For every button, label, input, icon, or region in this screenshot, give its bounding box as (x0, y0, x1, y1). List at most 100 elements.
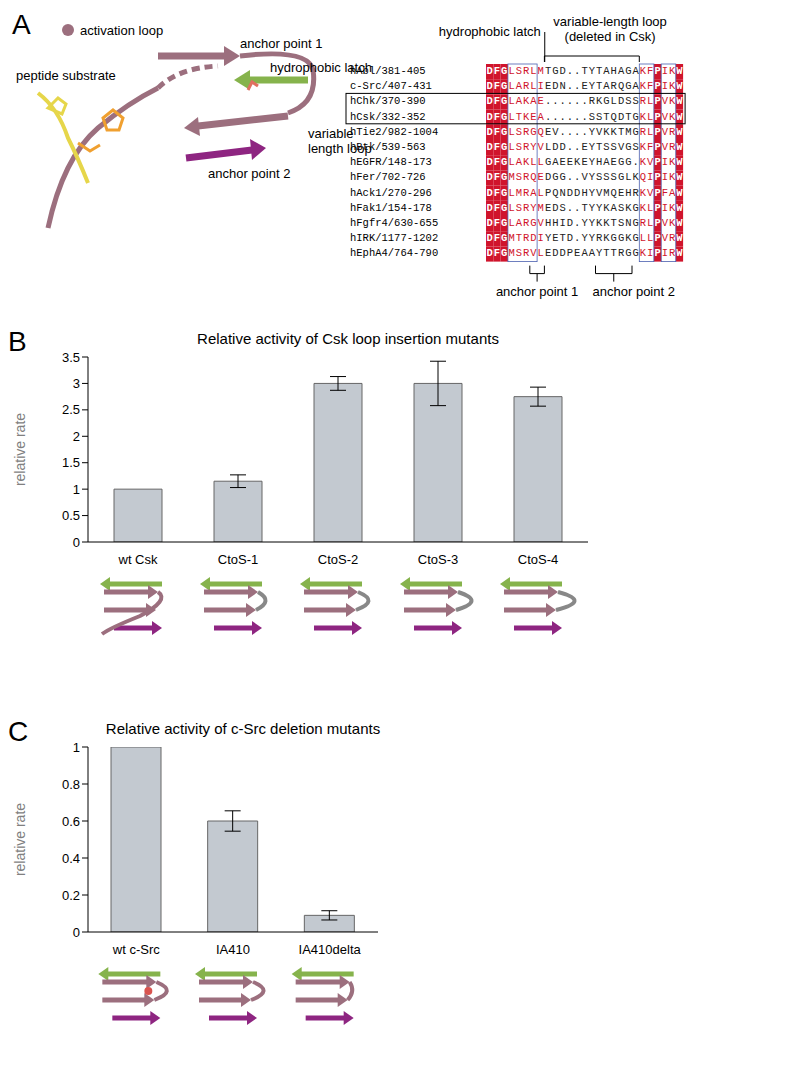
svg-text:L: L (647, 217, 653, 229)
svg-text:L: L (538, 156, 544, 168)
svg-text:S: S (596, 171, 602, 183)
svg-text:A: A (538, 111, 545, 123)
svg-text:I: I (662, 156, 668, 168)
svg-text:V: V (618, 141, 625, 153)
svg-text:I: I (662, 65, 668, 77)
svg-text:P: P (654, 187, 660, 199)
svg-text:S: S (632, 141, 638, 153)
svg-text:.: . (581, 126, 587, 138)
svg-text:1.5: 1.5 (62, 455, 80, 470)
svg-text:F: F (494, 111, 500, 123)
svg-text:W: W (676, 65, 683, 77)
svg-text:3.5: 3.5 (62, 350, 80, 365)
svg-text:G: G (625, 141, 631, 153)
svg-text:S: S (618, 217, 624, 229)
svg-text:F: F (494, 247, 500, 259)
svg-text:G: G (618, 232, 624, 244)
svg-text:E: E (538, 171, 544, 183)
svg-text:R: R (523, 202, 530, 214)
svg-text:S: S (516, 171, 522, 183)
svg-text:R: R (669, 126, 676, 138)
svg-text:G: G (545, 156, 551, 168)
svg-text:A: A (516, 80, 523, 92)
svg-text:.: . (552, 95, 558, 107)
svg-text:E: E (567, 156, 573, 168)
svg-text:D: D (486, 65, 492, 77)
svg-text:I: I (662, 80, 668, 92)
svg-text:.: . (559, 95, 565, 107)
svg-text:L: L (508, 126, 514, 138)
svg-text:anchor point 2: anchor point 2 (208, 166, 290, 181)
svg-text:M: M (508, 247, 514, 259)
svg-text:M: M (508, 232, 514, 244)
svg-text:D: D (486, 80, 492, 92)
svg-text:K: K (669, 202, 676, 214)
svg-text:1: 1 (73, 482, 80, 497)
svg-text:T: T (596, 80, 602, 92)
svg-text:W: W (676, 80, 683, 92)
svg-text:D: D (486, 95, 492, 107)
svg-text:T: T (611, 217, 617, 229)
svg-text:D: D (559, 65, 565, 77)
svg-text:F: F (494, 156, 500, 168)
svg-text:D: D (486, 171, 492, 183)
svg-text:R: R (589, 95, 596, 107)
svg-text:L: L (625, 171, 631, 183)
svg-text:.: . (567, 80, 573, 92)
svg-text:.: . (581, 95, 587, 107)
svg-text:M: M (538, 202, 544, 214)
svg-text:P: P (654, 65, 660, 77)
svg-text:.: . (574, 171, 580, 183)
svg-text:L: L (640, 232, 646, 244)
svg-text:Q: Q (640, 171, 646, 183)
svg-text:S: S (596, 111, 602, 123)
svg-text:K: K (596, 95, 603, 107)
svg-text:V: V (662, 217, 669, 229)
svg-text:0.8: 0.8 (62, 777, 80, 792)
svg-text:D: D (486, 111, 492, 123)
svg-text:D: D (567, 217, 573, 229)
svg-text:CtoS-3: CtoS-3 (418, 552, 458, 567)
svg-text:Y: Y (589, 171, 596, 183)
svg-text:Y: Y (589, 156, 596, 168)
svg-text:K: K (640, 247, 647, 259)
svg-text:L: L (545, 141, 551, 153)
svg-text:hAbl/381-405: hAbl/381-405 (350, 65, 426, 77)
svg-text:K: K (640, 80, 647, 92)
svg-text:K: K (669, 217, 676, 229)
svg-text:G: G (501, 232, 507, 244)
svg-text:R: R (523, 141, 530, 153)
svg-text:L: L (647, 95, 653, 107)
svg-text:R: R (523, 171, 530, 183)
svg-text:K: K (625, 202, 632, 214)
svg-text:.: . (545, 111, 551, 123)
svg-text:A: A (516, 156, 523, 168)
svg-text:E: E (581, 80, 587, 92)
svg-text:Y: Y (596, 202, 603, 214)
svg-text:W: W (676, 95, 683, 107)
svg-text:L: L (508, 187, 514, 199)
svg-text:anchor point 1: anchor point 1 (496, 284, 578, 299)
svg-text:P: P (654, 141, 660, 153)
svg-text:K: K (596, 217, 603, 229)
svg-text:H: H (552, 217, 558, 229)
svg-text:.: . (567, 95, 573, 107)
svg-text:G: G (632, 247, 638, 259)
svg-text:anchor point 2: anchor point 2 (593, 284, 675, 299)
svg-text:R: R (596, 232, 603, 244)
svg-text:Q: Q (611, 187, 617, 199)
svg-text:D: D (486, 156, 492, 168)
svg-text:hIRK/1177-1202: hIRK/1177-1202 (350, 232, 438, 244)
svg-text:G: G (632, 202, 638, 214)
svg-text:I: I (538, 80, 544, 92)
svg-text:M: M (625, 126, 631, 138)
svg-text:D: D (486, 141, 492, 153)
svg-text:variable: variable (308, 126, 354, 141)
svg-text:2.5: 2.5 (62, 402, 80, 417)
svg-text:E: E (552, 232, 558, 244)
svg-text:hCsk/332-352: hCsk/332-352 (350, 111, 426, 123)
svg-text:K: K (611, 126, 618, 138)
svg-text:P: P (654, 95, 660, 107)
svg-text:L: L (647, 232, 653, 244)
svg-text:F: F (494, 171, 500, 183)
